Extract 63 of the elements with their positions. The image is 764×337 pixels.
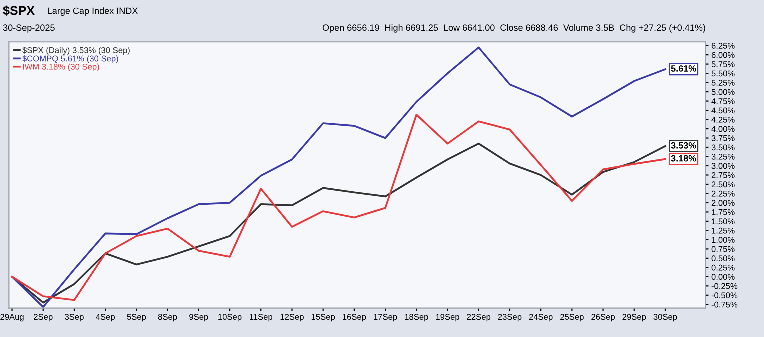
legend-label: IWM 3.18% (30 Sep)	[23, 64, 100, 72]
x-tick-label: 9Sep	[190, 314, 208, 322]
y-tick-label: 3.25%	[712, 154, 735, 160]
y-tick-label: 3.00%	[712, 163, 735, 170]
y-tick-label: 3.50%	[712, 144, 735, 151]
y-tick-label: 4.00%	[712, 126, 735, 132]
x-tick-label: 5Sep	[127, 314, 146, 322]
x-tick-label: 17Sep	[374, 314, 398, 322]
y-tick-label: 0.75%	[712, 246, 735, 252]
x-tick-label: 24Sep	[529, 314, 553, 322]
data-label: 5.61%	[671, 66, 696, 72]
x-tick-label: 15Sep	[312, 314, 336, 322]
x-tick-label: 26Sep	[592, 314, 615, 322]
x-tick-label: 25Sep	[560, 314, 584, 322]
y-tick-label: 3.75%	[712, 135, 735, 142]
y-tick-label: 2.50%	[712, 182, 735, 188]
y-tick-label: 6.25%	[712, 43, 735, 49]
line-series	[11, 46, 666, 308]
x-tick-label: 10Sep	[218, 314, 242, 322]
x-tick-label: 29Aug	[0, 314, 24, 322]
y-tick-label: 5.25%	[712, 80, 735, 86]
legend-label: $SPX (Daily) 3.53% (30 Sep)	[22, 47, 130, 56]
line-series	[11, 114, 666, 302]
y-tick-label: -0.50%	[712, 292, 738, 299]
x-tick-label: 8Sep	[158, 314, 178, 322]
y-tick-label: 6.00%	[712, 52, 735, 58]
x-tick-label: 4Sep	[96, 314, 115, 322]
legend-label: $COMPQ 5.61% (30 Sep)	[22, 55, 118, 64]
y-tick-label: 0.25%	[712, 264, 735, 271]
data-label: 3.53%	[671, 142, 696, 149]
y-tick-label: -0.75%	[712, 302, 738, 308]
y-tick-label: 2.00%	[712, 200, 735, 206]
y-tick-label: 4.75%	[712, 98, 735, 104]
x-tick-label: 12Sep	[280, 314, 304, 322]
y-tick-label: 1.25%	[712, 228, 735, 234]
x-tick-label: 11Sep	[250, 314, 273, 322]
y-tick-label: 5.50%	[712, 70, 735, 77]
x-tick-label: 18Sep	[405, 314, 428, 322]
chart-subtitle: Large Cap Index INDX	[48, 8, 138, 16]
x-tick-label: 19Sep	[436, 314, 460, 322]
x-tick-label: 22Sep	[467, 314, 491, 322]
y-tick-label: 1.00%	[712, 237, 735, 244]
x-tick-label: 2Sep	[34, 314, 53, 322]
x-tick-label: 16Sep	[343, 314, 366, 322]
x-tick-label: 3Sep	[65, 314, 84, 322]
x-tick-label: 29Sep	[622, 314, 646, 322]
y-tick-label: 1.50%	[712, 218, 735, 225]
y-tick-label: 5.75%	[712, 62, 735, 68]
y-tick-label: 2.25%	[712, 190, 735, 197]
y-tick-label: 1.75%	[712, 209, 735, 216]
y-tick-label: 4.25%	[712, 116, 735, 123]
y-tick-label: 4.50%	[712, 108, 735, 114]
y-tick-label: 0.50%	[712, 256, 735, 262]
x-tick-label: 30Sep	[654, 314, 678, 322]
text: 30-Sep-2025	[3, 24, 55, 33]
y-tick-label: 5.00%	[712, 89, 735, 96]
data-label: 3.18%	[671, 155, 696, 162]
y-tick-label: 0.00%	[712, 274, 735, 280]
chart-title: $SPX	[3, 6, 35, 16]
text: Open 6656.19 High 6691.25 Low 6641.00 Close 6688.46 Volume 3.5B Chg +27.25 (+0.41%)	[322, 24, 706, 33]
y-tick-label: 2.75%	[712, 172, 735, 178]
x-tick-label: 23Sep	[498, 314, 522, 322]
y-tick-label: -0.25%	[712, 283, 738, 290]
